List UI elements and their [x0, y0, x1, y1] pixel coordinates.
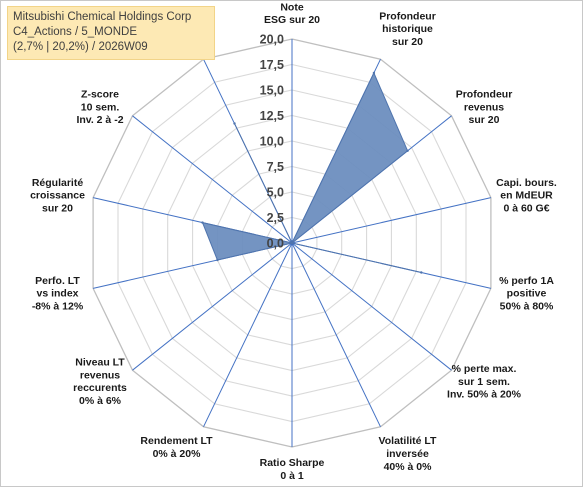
- tick-label: 12,5: [260, 109, 284, 123]
- data-point: [420, 271, 423, 274]
- data-point: [201, 221, 204, 224]
- data-point: [372, 71, 376, 75]
- axis-label: Perfo. LT vs index -8% à 12%: [32, 275, 84, 313]
- tick-label: 7,5: [267, 160, 284, 174]
- data-point: [216, 258, 219, 262]
- axis-label: Rendement LT 0% à 20%: [140, 435, 213, 460]
- data-point: [406, 149, 409, 152]
- axis-line: [291, 242, 381, 428]
- tick-label: 5,0: [267, 186, 284, 200]
- data-point: [290, 241, 294, 245]
- axis-label: Volatilité LT inversée 40% à 0%: [379, 435, 438, 473]
- axis-label: Régularité croissance sur 20: [30, 177, 85, 215]
- tick-label: 20,0: [260, 33, 284, 47]
- tick-label: 0,0: [267, 237, 284, 251]
- axis-line: [291, 197, 492, 244]
- axis-line: [291, 242, 452, 371]
- tick-label: 10,0: [260, 135, 284, 149]
- axis-label: % perfo 1A positive 50% à 80%: [499, 275, 554, 313]
- title-line-category: C4_Actions / 5_MONDE: [13, 26, 137, 38]
- axis-label: Profondeur historique sur 20: [379, 10, 436, 48]
- axis-line: [203, 242, 293, 428]
- chart-title-box: Mitsubishi Chemical Holdings Corp C4_Act…: [7, 6, 215, 60]
- axis-label: Profondeur revenus sur 20: [456, 89, 513, 127]
- axis-label: Capi. bours. en MdEUR 0 à 60 G€: [496, 177, 557, 215]
- axis-line: [132, 115, 293, 244]
- axis-label: Z-score 10 sem. Inv. 2 à -2: [76, 89, 123, 127]
- axis-label: Niveau LT revenus reccurents 0% à 6%: [73, 357, 127, 407]
- tick-label: 15,0: [260, 84, 284, 98]
- tick-label: 2,5: [267, 211, 284, 225]
- axis-label: Note ESG sur 20: [264, 1, 320, 26]
- tick-label: 17,5: [260, 58, 284, 72]
- axis-label: % perte max. sur 1 sem. Inv. 50% à 20%: [447, 363, 522, 401]
- data-point: [233, 122, 236, 125]
- axis-label: Ratio Sharpe 0 à 1: [260, 457, 325, 482]
- title-line-company: Mitsubishi Chemical Holdings Corp: [13, 11, 192, 23]
- axis-line: [132, 242, 293, 371]
- title-line-period: (2,7% | 20,2%) / 2026W09: [13, 41, 148, 53]
